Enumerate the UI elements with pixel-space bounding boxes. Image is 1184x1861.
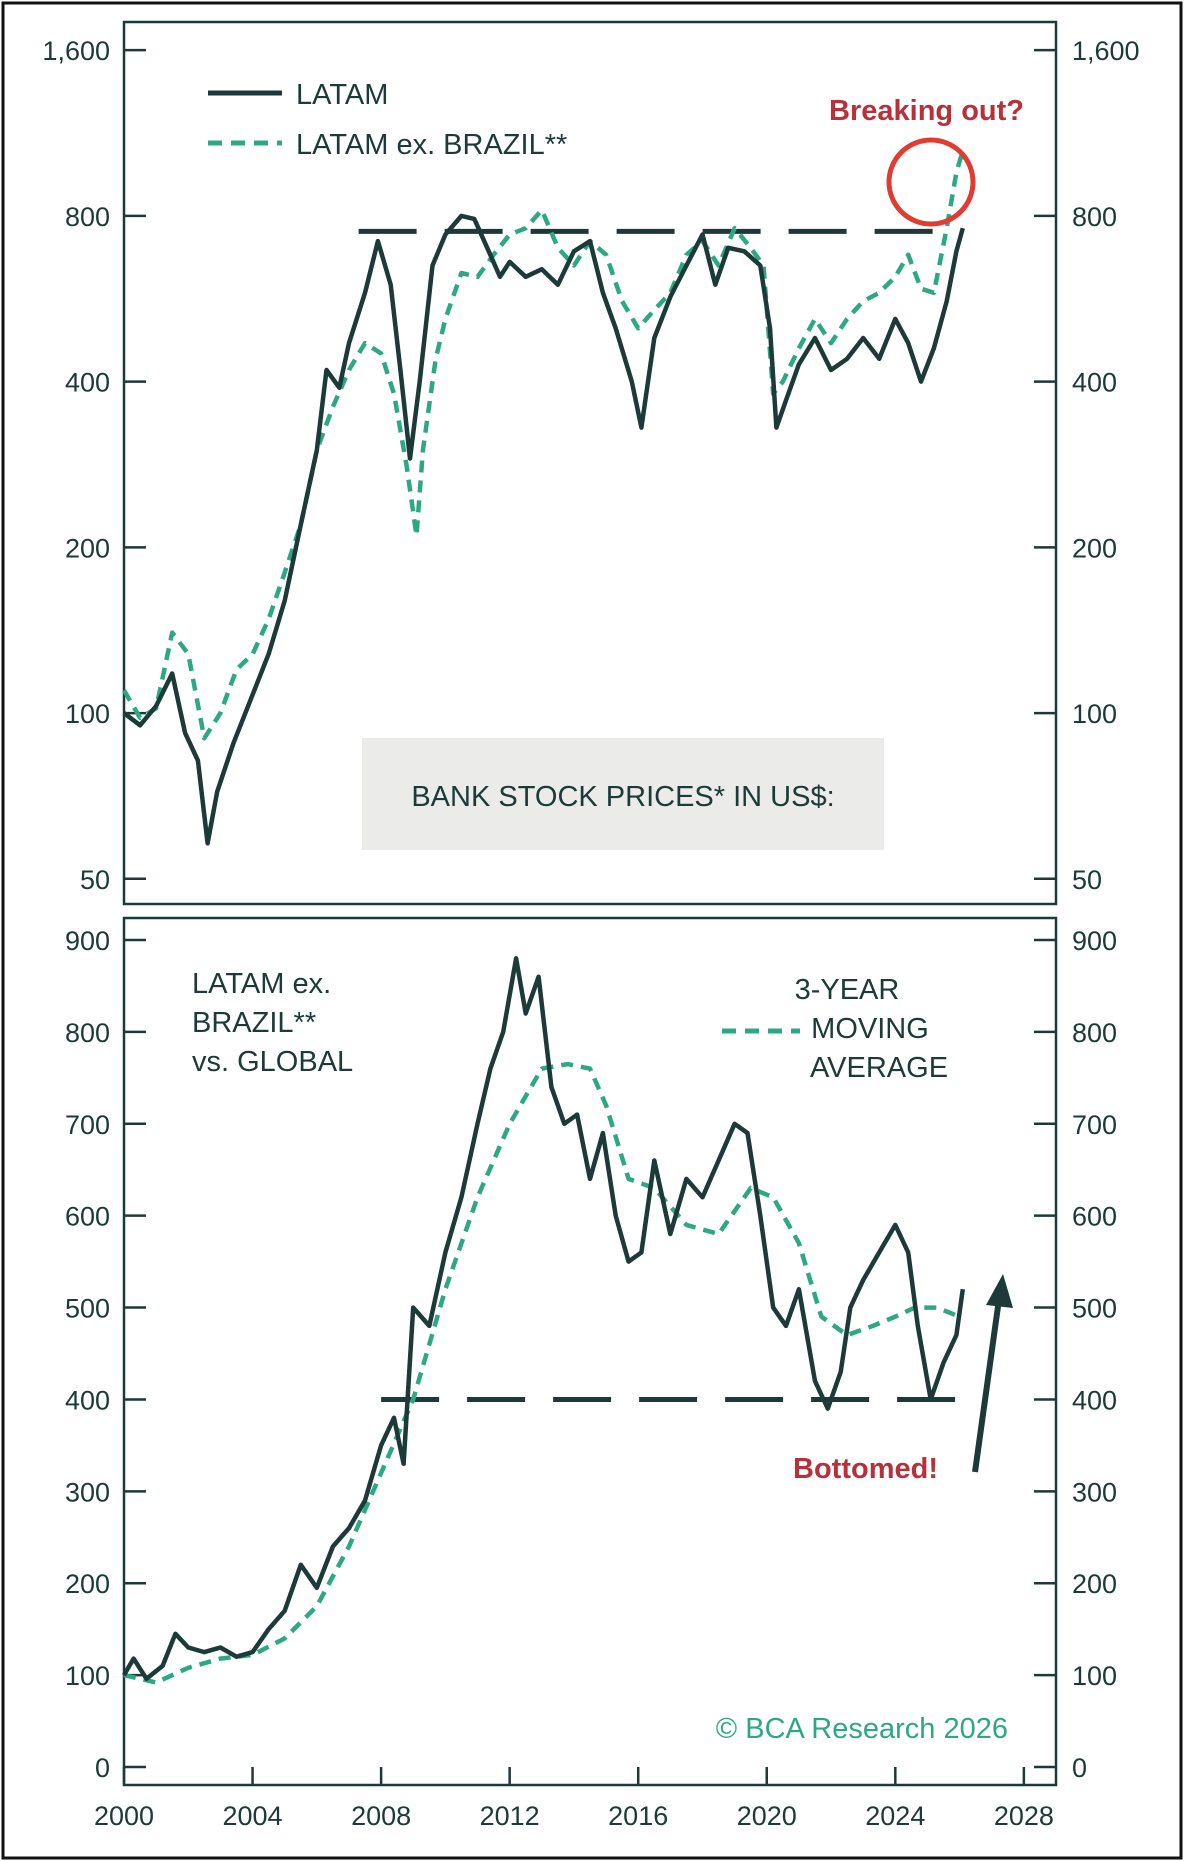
y-tick-label-right: 700 <box>1072 1110 1117 1140</box>
x-tick-label: 2024 <box>865 1801 925 1831</box>
x-tick-label: 2020 <box>737 1801 797 1831</box>
copyright: © BCA Research 2026 <box>716 1713 1008 1745</box>
y-tick-label-left: 400 <box>65 1385 110 1415</box>
price-panel: 50 50 100 100 200 200 400 400 800 800 1,600 1,600 B… <box>42 20 1140 906</box>
x-tick-label: 2000 <box>94 1801 154 1831</box>
y-tick-label-left: 600 <box>65 1202 110 1232</box>
title-box <box>362 738 884 850</box>
y-tick-label-right: 100 <box>1072 699 1117 729</box>
y-tick-label-right: 200 <box>1072 1569 1117 1599</box>
y-tick-label-right: 400 <box>1072 368 1117 398</box>
price-panel-axes <box>122 20 1058 906</box>
y-tick-label-left: 100 <box>65 1661 110 1691</box>
y-tick-label-right: 1,600 <box>1072 36 1140 66</box>
x-tick-label: 2012 <box>480 1801 540 1831</box>
y-tick-label-left: 800 <box>65 1018 110 1048</box>
y-tick-label-right: 600 <box>1072 1202 1117 1232</box>
moving-average-label-line-2: MOVING <box>811 1013 929 1045</box>
annotation-breaking-out: Breaking out? <box>829 95 1024 127</box>
annotation-bottomed: Bottomed! <box>793 1453 938 1485</box>
y-tick-label-right: 500 <box>1072 1294 1117 1324</box>
y-tick-label-right: 300 <box>1072 1477 1117 1507</box>
y-tick-label-right: 800 <box>1072 202 1117 232</box>
series-moving-average <box>123 1061 961 1685</box>
y-tick-label-left: 100 <box>65 699 110 729</box>
moving-average-label: 3-YEAR MOVING AVERAGE <box>795 974 948 1084</box>
x-tick-label: 2028 <box>994 1801 1054 1831</box>
y-tick-label-left: 700 <box>65 1110 110 1140</box>
y-tick-label-right: 0 <box>1072 1753 1087 1783</box>
series-latam-ex-brazil <box>122 150 965 741</box>
relative-panel-axes <box>122 916 1058 1787</box>
y-tick-label-left: 0 <box>95 1753 110 1783</box>
y-tick-label-right: 400 <box>1072 1385 1117 1415</box>
series-label: LATAM ex. BRAZIL** vs. GLOBAL <box>192 968 353 1078</box>
moving-average-label-line-1: 3-YEAR <box>795 974 900 1006</box>
relative-axis-ticks: 0 0 100 100 200 200 300 300 400 400 500 500 600 600 70… <box>65 926 1117 1831</box>
legend-label-latam-ex-brazil: LATAM ex. BRAZIL** <box>296 129 567 161</box>
y-tick-label-left: 200 <box>65 533 110 563</box>
price-axis-ticks: 50 50 100 100 200 200 400 400 800 800 1,600 1,600 <box>42 36 1139 895</box>
series-label-line-1: LATAM ex. <box>192 968 331 1000</box>
x-tick-label: 2016 <box>608 1801 668 1831</box>
x-tick-label: 2004 <box>223 1801 283 1831</box>
price-series <box>122 150 965 846</box>
legend: LATAM LATAM ex. BRAZIL** <box>208 79 567 161</box>
legend-label-latam: LATAM <box>296 79 388 111</box>
y-tick-label-left: 800 <box>65 202 110 232</box>
y-tick-label-right: 50 <box>1072 865 1102 895</box>
series-label-line-3: vs. GLOBAL <box>192 1046 353 1078</box>
y-tick-label-right: 200 <box>1072 533 1117 563</box>
series-latam <box>122 213 965 846</box>
y-tick-label-left: 900 <box>65 926 110 956</box>
y-tick-label-right: 100 <box>1072 1661 1117 1691</box>
y-tick-label-left: 200 <box>65 1569 110 1599</box>
y-tick-label-right: 800 <box>1072 1018 1117 1048</box>
y-tick-label-left: 300 <box>65 1477 110 1507</box>
y-tick-label-left: 400 <box>65 368 110 398</box>
x-tick-label: 2008 <box>351 1801 411 1831</box>
series-label-line-2: BRAZIL** <box>192 1007 316 1039</box>
y-tick-label-left: 500 <box>65 1294 110 1324</box>
series-relative <box>122 956 966 1682</box>
moving-average-label-line-3: AVERAGE <box>810 1052 948 1084</box>
y-tick-label-left: 50 <box>80 865 110 895</box>
chart-title: BANK STOCK PRICES* IN US$: <box>411 781 834 813</box>
breakout-circle <box>886 137 976 227</box>
relative-series <box>122 956 970 1685</box>
y-tick-label-left: 1,600 <box>42 36 110 66</box>
up-arrow <box>972 1274 1013 1473</box>
relative-panel: 0 0 100 100 200 200 300 300 400 400 500 500 600 600 70… <box>65 916 1117 1831</box>
y-tick-label-right: 900 <box>1072 926 1117 956</box>
